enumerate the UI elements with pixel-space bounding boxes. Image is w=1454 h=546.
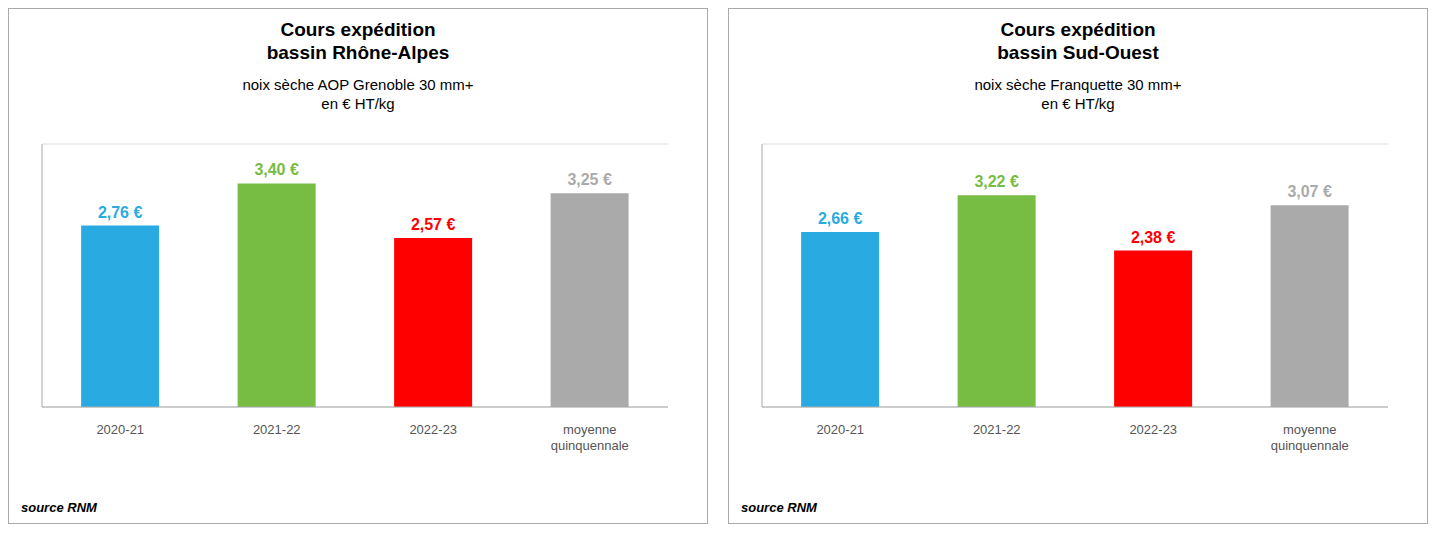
html-text:noix sèche AOP Grenoble 30 mm+: noix sèche AOP Grenoble 30 mm+ [242,75,474,93]
svg-text:2,66 €: 2,66 € [818,210,863,227]
svg-text:2022-23: 2022-23 [1129,422,1177,437]
svg-text:2021-22: 2021-22 [253,422,301,437]
svg-text:3,40 €: 3,40 € [254,161,299,178]
svg-text:2022-23: 2022-23 [409,422,457,437]
html-text:source RNM: source RNM [741,500,817,515]
html-text:noix sèche Franquette 30 mm+: noix sèche Franquette 30 mm+ [974,75,1182,93]
svg-text:2,76 €: 2,76 € [98,203,143,220]
svg-text:2,57 €: 2,57 € [411,216,456,233]
html-text:en € HT/kg: en € HT/kg [321,95,395,113]
html-text:en € HT/kg: en € HT/kg [1041,95,1115,113]
html-text:Cours expédition: Cours expédition [1000,19,1156,40]
svg-text:2020-21: 2020-21 [96,422,144,437]
svg-text:2021-22: 2021-22 [973,422,1021,437]
html-text:bassin Sud-Ouest: bassin Sud-Ouest [997,41,1159,63]
svg-text:2,38 €: 2,38 € [1131,228,1176,245]
svg-text:3,22 €: 3,22 € [974,173,1019,190]
svg-text:moyennequinquennale: moyennequinquennale [1271,422,1349,453]
svg-text:2020-21: 2020-21 [816,422,864,437]
svg-text:3,07 €: 3,07 € [1287,183,1332,200]
html-text:Cours expédition: Cours expédition [280,19,436,40]
svg-text:moyennequinquennale: moyennequinquennale [551,422,629,453]
html-text:bassin Rhône-Alpes: bassin Rhône-Alpes [266,41,450,63]
svg-text:3,25 €: 3,25 € [567,171,612,188]
html-text:source RNM: source RNM [21,500,97,515]
